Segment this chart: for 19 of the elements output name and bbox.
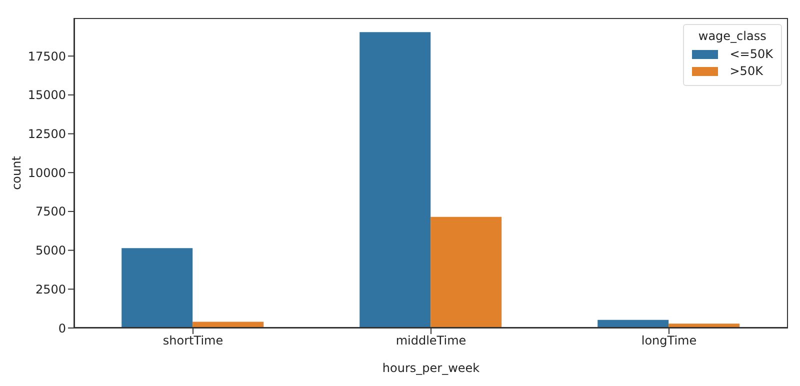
x-axis-title: hours_per_week <box>382 361 480 375</box>
legend-title: wage_class <box>697 29 768 43</box>
x-tick-label: shortTime <box>162 334 224 348</box>
bar <box>360 32 431 328</box>
y-tick-label: 2500 <box>35 282 66 296</box>
bar <box>430 216 502 328</box>
y-tick-label: 10000 <box>28 166 66 180</box>
y-tick-label: 15000 <box>28 88 66 102</box>
x-tick-label: middleTime <box>396 334 466 348</box>
y-tick-label: 7500 <box>35 204 66 219</box>
legend-label: >50K <box>730 64 763 78</box>
y-tick-label: 17500 <box>28 49 66 64</box>
bar <box>122 248 193 328</box>
legend-label: <=50K <box>730 47 773 61</box>
y-axis-title: count <box>9 156 24 190</box>
x-tick-label: longTime <box>641 334 697 348</box>
y-tick-label: 0 <box>58 321 66 336</box>
y-tick-label: 12500 <box>28 127 66 142</box>
y-tick-label: 5000 <box>35 244 66 258</box>
